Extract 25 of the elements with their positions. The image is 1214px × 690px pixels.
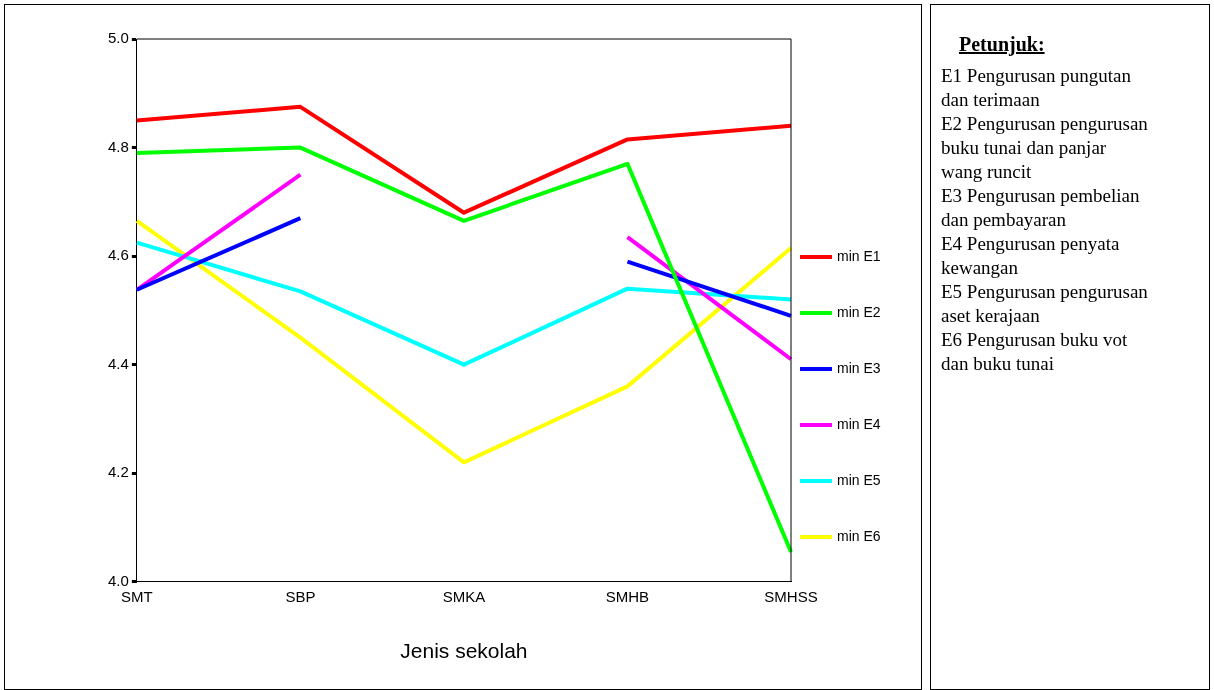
legend-label: min E4	[837, 416, 881, 432]
text: E1 Pengurusan pungutan dan terimaan	[941, 64, 1132, 112]
x-tick-label: SMT	[121, 587, 153, 605]
x-tick-label: SMHB	[605, 587, 650, 605]
text: E2 Pengurusan pengurusan buku tunai dan panjar wang runcit	[941, 112, 1149, 184]
y-tick-label: 4.8	[107, 137, 129, 155]
legend-label: min E5	[837, 472, 881, 488]
y-tick-label: 4.6	[107, 246, 129, 264]
y-tick-label: 4.0	[107, 571, 129, 589]
legend-label: min E6	[837, 528, 881, 544]
text: Petunjuk:	[959, 33, 1046, 56]
x-tick-label: SMKA	[442, 587, 486, 605]
x-axis-title: Jenis sekolah	[400, 639, 528, 663]
text: E5 Pengurusan pengurusan aset kerajaan	[941, 280, 1149, 328]
x-tick-label: SBP	[285, 587, 316, 605]
legend-label: min E1	[837, 248, 881, 264]
y-tick-label: 4.2	[107, 463, 129, 481]
text: E3 Pengurusan pembelian dan pembayaran	[941, 184, 1141, 232]
text: E6 Pengurusan buku vot dan buku tunai	[941, 328, 1129, 376]
x-tick-label: SMHSS	[764, 587, 818, 605]
legend-label: min E2	[837, 304, 881, 320]
y-tick-label: 4.4	[107, 354, 129, 372]
text: E4 Pengurusan penyata kewangan	[941, 232, 1121, 280]
legend-label: min E3	[837, 360, 881, 376]
y-tick-label: 5.0	[107, 29, 129, 47]
